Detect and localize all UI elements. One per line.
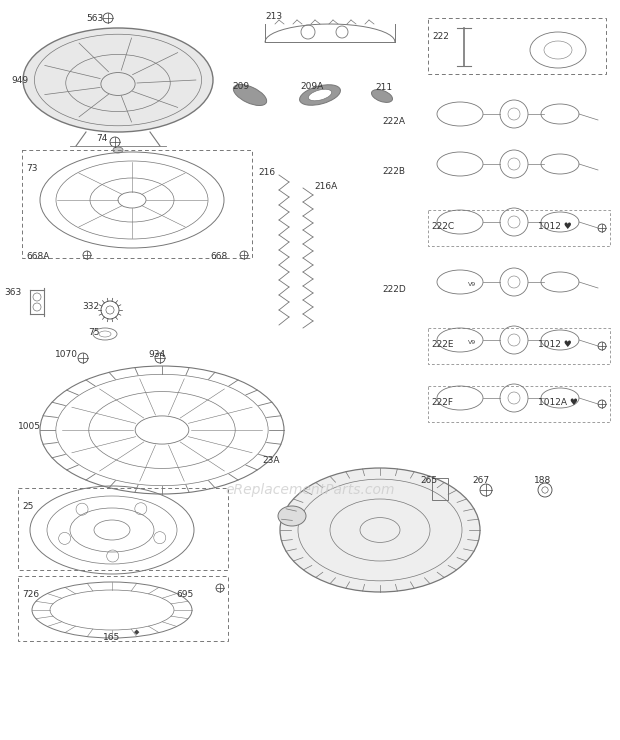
- Text: 222D: 222D: [382, 285, 405, 294]
- Text: 1005: 1005: [18, 422, 41, 431]
- Bar: [432, 478, 448, 500]
- Bar: [428, 328, 610, 364]
- Text: eReplacementParts.com: eReplacementParts.com: [225, 483, 395, 497]
- Text: 209A: 209A: [300, 82, 323, 91]
- Text: 213: 213: [265, 12, 282, 21]
- Text: 363: 363: [4, 288, 21, 297]
- Text: 265: 265: [420, 476, 437, 485]
- Ellipse shape: [113, 147, 123, 153]
- Bar: [22, 150, 252, 258]
- Text: 222B: 222B: [382, 167, 405, 176]
- Text: 668: 668: [210, 252, 228, 261]
- Text: 23A: 23A: [262, 456, 280, 465]
- Text: 211: 211: [375, 83, 392, 92]
- Ellipse shape: [299, 85, 340, 105]
- Bar: [428, 18, 606, 74]
- Ellipse shape: [308, 90, 332, 101]
- Text: 165: 165: [103, 633, 120, 642]
- Bar: [428, 386, 610, 422]
- Text: 726: 726: [22, 590, 39, 599]
- Text: 74: 74: [96, 134, 107, 143]
- Text: 209: 209: [232, 82, 249, 91]
- Text: 949: 949: [11, 76, 28, 85]
- Bar: [18, 576, 228, 641]
- Text: 222E: 222E: [431, 340, 453, 349]
- Text: 222F: 222F: [431, 398, 453, 407]
- Text: 75: 75: [88, 328, 99, 337]
- Text: 1012 ♥: 1012 ♥: [538, 340, 572, 349]
- Ellipse shape: [233, 84, 267, 106]
- Text: V9: V9: [468, 340, 476, 346]
- Text: 668A: 668A: [26, 252, 50, 261]
- Ellipse shape: [23, 28, 213, 132]
- Text: 216: 216: [258, 168, 275, 177]
- Text: 1012 ♥: 1012 ♥: [538, 222, 572, 231]
- Text: 25: 25: [22, 502, 33, 511]
- Text: 267: 267: [472, 476, 489, 485]
- Text: V9: V9: [468, 283, 476, 288]
- Text: 934: 934: [148, 350, 165, 359]
- Text: 695: 695: [176, 590, 193, 599]
- Bar: [18, 488, 228, 570]
- Text: 1070: 1070: [55, 350, 78, 359]
- Text: ◆: ◆: [135, 629, 140, 635]
- Ellipse shape: [371, 90, 392, 102]
- Text: 1012A ♥: 1012A ♥: [538, 398, 578, 407]
- Text: 332: 332: [82, 302, 99, 311]
- Text: 563: 563: [86, 14, 104, 23]
- Text: 222C: 222C: [431, 222, 454, 231]
- Text: 188: 188: [534, 476, 551, 485]
- Text: 222A: 222A: [382, 117, 405, 126]
- Text: 222: 222: [432, 32, 449, 41]
- Ellipse shape: [278, 506, 306, 526]
- Ellipse shape: [280, 468, 480, 592]
- Text: 73: 73: [26, 164, 37, 173]
- Bar: [428, 210, 610, 246]
- Text: 216A: 216A: [314, 182, 337, 191]
